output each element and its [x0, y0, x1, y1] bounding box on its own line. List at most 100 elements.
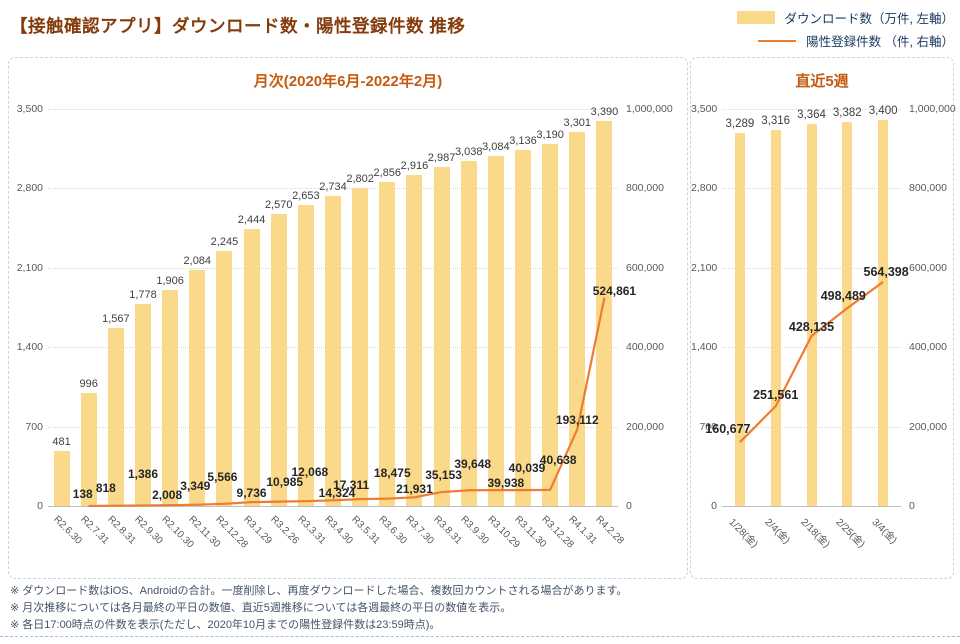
line-value-label: 818: [95, 480, 116, 495]
grid-line: [48, 109, 618, 110]
bar-value-label: 3,382: [832, 107, 862, 120]
line-value-label: 193,112: [555, 413, 599, 428]
line-value-label: 17,311: [333, 478, 370, 493]
right-axis-tick-label: 200,000: [909, 420, 947, 433]
legend-item-downloads: ダウンロード数（万件, 左軸）: [736, 6, 954, 29]
bar-value-label: 3,400: [868, 105, 898, 118]
x-axis-category-label: 2/18(金): [797, 516, 832, 551]
line-value-label: 524,861: [592, 283, 637, 298]
page-title: 【接触確認アプリ】ダウンロード数・陽性登録件数 推移: [10, 16, 466, 36]
right-axis-tick-label: 200,000: [626, 420, 664, 433]
right-axis-tick-label: 0: [626, 500, 632, 512]
x-axis-category-label: R2.9.30: [132, 514, 165, 547]
left-axis-tick-label: 3,500: [691, 103, 718, 115]
left-axis-tick-label: 1,400: [16, 341, 43, 354]
bar-value-label: 1,567: [102, 313, 130, 326]
recent-5-weeks-chart-panel: 直近5週 0 0 700 200,000 1,400 400,000 2,100 600,00…: [690, 57, 956, 579]
x-axis-category-label: R3.7.30: [403, 514, 437, 547]
x-axis-category-label: 2/25(金): [833, 516, 868, 551]
bar-value-label: 481: [52, 436, 71, 449]
downloads-bar-swatch-icon: [736, 11, 775, 24]
line-value-label: 12,068: [291, 465, 329, 480]
bar: [734, 132, 745, 506]
bar: [569, 131, 586, 506]
bar-value-label: 1,906: [156, 274, 184, 287]
legend-item-positives: 陽性登録件数 （件, 右軸）: [737, 29, 954, 52]
bar: [406, 175, 423, 506]
line-value-label: 2,008: [152, 488, 183, 503]
x-axis-category-label: 2/4(金): [762, 516, 792, 547]
bar-value-label: 2,444: [237, 213, 266, 226]
line-value-label: 564,398: [863, 264, 909, 279]
bar: [379, 182, 396, 506]
bar: [487, 156, 504, 506]
right-axis-tick-label: 1,000,000: [909, 103, 956, 115]
recent-5-weeks-chart-title: 直近5週: [795, 73, 849, 90]
right-axis-tick-label: 1,000,000: [626, 103, 673, 115]
bar: [297, 205, 314, 506]
bar: [325, 195, 341, 506]
line-value-label: 39,938: [487, 476, 525, 491]
monthly-chart-title: 月次(2020年6月-2022年2月): [253, 73, 443, 90]
bar: [53, 451, 70, 506]
x-axis-line: [48, 506, 618, 507]
left-axis-tick-label: 2,800: [16, 182, 43, 195]
x-axis-category-label: R3.4.30: [322, 514, 355, 547]
right-axis-tick-label: 800,000: [909, 182, 947, 195]
bar: [270, 214, 287, 506]
footnotes: ※ ダウンロード数はiOS、Androidの合計。一度削除し、再度ダウンロードし…: [10, 583, 627, 634]
bar-value-label: 2,653: [292, 190, 320, 203]
line-value-label: 14,324: [318, 486, 356, 501]
x-axis-category-label: R3.8.31: [430, 514, 464, 547]
right-axis-tick-label: 400,000: [909, 341, 947, 354]
right-axis-tick-label: 800,000: [626, 182, 664, 195]
x-axis-category-label: 1/28(金): [726, 516, 760, 551]
left-axis-tick-label: 700: [25, 420, 43, 433]
bar-value-label: 3,038: [454, 146, 483, 159]
x-axis-category-label: R3.9.30: [457, 514, 491, 547]
line-value-label: 498,489: [820, 289, 866, 304]
left-axis-tick-label: 0: [37, 500, 43, 512]
bar: [243, 228, 260, 506]
bar-value-label: 1,778: [129, 289, 157, 302]
bar-value-label: 3,190: [536, 129, 564, 142]
right-axis-tick-label: 600,000: [909, 261, 947, 274]
bar: [162, 289, 179, 506]
bar: [460, 161, 477, 506]
line-value-label: 160,677: [705, 422, 751, 437]
bar-value-label: 3,289: [725, 117, 755, 130]
x-axis-category-label: R3.2.26: [267, 514, 301, 547]
x-axis-category-label: R3.3.31: [295, 514, 328, 547]
left-axis-tick-label: 2,100: [16, 261, 43, 274]
bar: [770, 129, 781, 506]
x-axis-category-label: 3/4(金): [869, 516, 899, 547]
line-value-label: 40,039: [508, 461, 546, 476]
monthly-chart-panel: 月次(2020年6月-2022年2月) 0 0 700 200,000 1,400 400…: [8, 57, 688, 579]
bar-value-label: 2,856: [373, 167, 402, 180]
legend: ダウンロード数（万件, 左軸） 陽性登録件数 （件, 右軸）: [736, 6, 954, 52]
left-axis-tick-label: 3,500: [16, 103, 43, 115]
left-axis-tick-label: 700: [699, 420, 717, 433]
line-value-label: 18,475: [373, 465, 411, 480]
bar: [878, 120, 889, 506]
bar-value-label: 3,301: [563, 116, 592, 129]
positives-line-swatch-icon: [758, 39, 797, 42]
x-axis-line: [722, 506, 901, 507]
footnote-1: ※ ダウンロード数はiOS、Androidの合計。一度削除し、再度ダウンロードし…: [10, 585, 628, 597]
right-axis-tick-label: 0: [909, 500, 915, 512]
x-axis-category-label: R2.6.30: [50, 514, 84, 547]
x-axis-category-label: R3.5.31: [349, 514, 382, 547]
line-value-label: 35,153: [425, 468, 462, 483]
line-value-label: 21,931: [396, 482, 433, 497]
bar-value-label: 2,245: [210, 236, 239, 249]
bar: [842, 122, 853, 506]
x-axis-category-label: R2.7.31: [77, 514, 111, 547]
bar: [352, 188, 369, 506]
legend-label-downloads: ダウンロード数（万件, 左軸）: [784, 12, 954, 26]
line-value-label: 1,386: [127, 467, 159, 482]
line-value-label: 5,566: [207, 469, 238, 484]
bar-value-label: 3,390: [590, 106, 619, 119]
line-value-label: 138: [72, 486, 93, 501]
line-value-label: 10,985: [266, 474, 304, 489]
bar: [107, 328, 124, 506]
